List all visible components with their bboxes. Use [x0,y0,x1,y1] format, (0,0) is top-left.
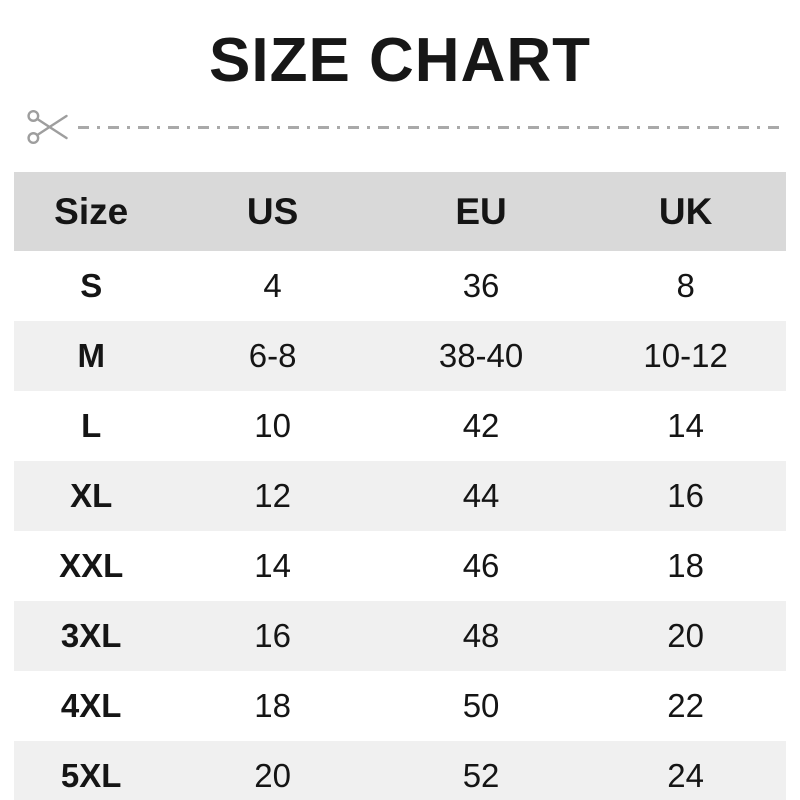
us-value: 20 [254,757,291,794]
dashed-cut-line [78,125,782,129]
column-header-eu: EU [455,190,507,232]
us-value: 14 [254,547,291,584]
eu-value: 48 [462,617,500,654]
uk-value: 8 [676,267,695,304]
us-value: 4 [263,267,282,304]
eu-value: 38-40 [438,337,524,374]
uk-value: 22 [667,687,704,724]
page-title: SIZE CHART [209,26,591,95]
size-label: 4XL [60,687,122,724]
eu-value: 50 [462,687,500,724]
uk-value: 20 [667,617,704,654]
uk-value: 14 [667,407,704,444]
table-row-xl: XL 12 44 16 [14,461,786,531]
us-value: 10 [254,407,291,444]
eu-value: 46 [462,547,500,584]
table-row-s: S 4 36 8 [14,251,786,321]
scissors-icon [27,109,68,145]
table-header-row: Size US EU UK [14,172,786,251]
size-label: L [81,407,102,444]
us-value: 16 [254,617,291,654]
column-header-size: Size [54,190,129,232]
eu-value: 44 [462,477,500,514]
table-row-xxl: XXL 14 46 18 [14,531,786,601]
eu-value: 36 [462,267,500,304]
size-table: Size US EU UK S 4 36 8 M 6-8 38-40 10-12… [14,172,786,800]
size-label: S [80,267,103,304]
us-value: 18 [254,687,291,724]
us-value: 6-8 [248,337,297,374]
uk-value: 24 [667,757,704,794]
column-header-us: US [246,190,299,232]
table-row-3xl: 3XL 16 48 20 [14,601,786,671]
uk-value: 16 [667,477,704,514]
cut-line [26,106,790,148]
table-row-5xl: 5XL 20 52 24 [14,741,786,800]
table-row-l: L 10 42 14 [14,391,786,461]
us-value: 12 [254,477,291,514]
eu-value: 52 [462,757,500,794]
eu-value: 42 [462,407,500,444]
size-label: 5XL [60,757,122,794]
size-label: M [77,337,105,374]
table-row-4xl: 4XL 18 50 22 [14,671,786,741]
size-label: XL [70,477,113,514]
size-label: XXL [59,547,124,584]
table-row-m: M 6-8 38-40 10-12 [14,321,786,391]
uk-value: 18 [667,547,704,584]
uk-value: 10-12 [643,337,728,374]
column-header-uk: UK [658,190,713,232]
size-label: 3XL [60,617,122,654]
